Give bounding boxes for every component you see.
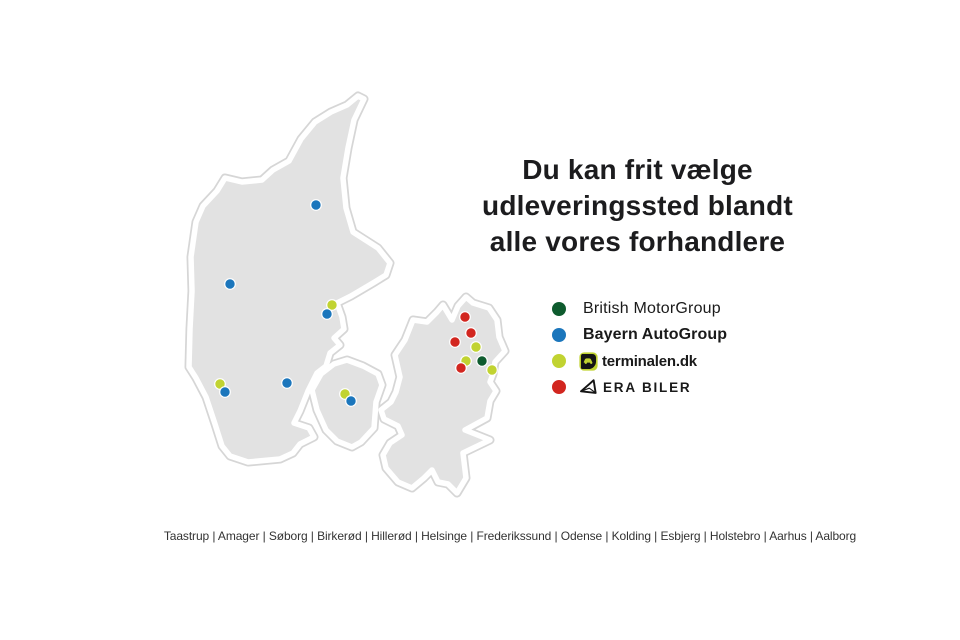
legend: British MotorGroup Bayern AutoGroup term… [552, 296, 727, 400]
british-motorgroup-dot-icon [552, 302, 566, 316]
dealer-marker-bayern [219, 386, 231, 398]
headline-line-1: Du kan frit vælge [522, 154, 753, 185]
bayern-autogroup-dot-icon [552, 328, 566, 342]
landmass-jutland [186, 93, 393, 465]
dealer-marker-bayern [345, 395, 357, 407]
dealer-marker-era [459, 311, 471, 323]
era-biler-logo-icon [580, 379, 597, 394]
dealer-marker-bayern [310, 199, 322, 211]
headline-line-2: udleveringssted blandt [482, 190, 793, 221]
headline-line-3: alle vores forhandlere [489, 226, 786, 257]
landmass-zealand [378, 294, 508, 496]
legend-item-era-biler: ERA BILER [552, 374, 727, 400]
era-biler-dot-icon [552, 380, 566, 394]
dealer-marker-era [465, 327, 477, 339]
dealer-marker-bayern [224, 278, 236, 290]
dealer-marker-terminalen [326, 299, 338, 311]
dealer-marker-terminalen [470, 341, 482, 353]
dealer-marker-bayern [281, 377, 293, 389]
legend-item-label: terminalen.dk [602, 352, 697, 370]
dealer-marker-era [455, 362, 467, 374]
dealer-marker-bayern [321, 308, 333, 320]
legend-item-label: British MotorGroup [583, 300, 721, 317]
legend-item-british-motorgroup: British MotorGroup [552, 296, 727, 322]
dealer-marker-british [476, 355, 488, 367]
dealer-marker-era [449, 336, 461, 348]
terminalen-dot-icon [552, 354, 566, 368]
headline: Du kan frit vælge udleveringssted blandt… [450, 152, 825, 260]
legend-item-terminalen: terminalen.dk [552, 348, 727, 374]
legend-item-bayern-autogroup: Bayern AutoGroup [552, 322, 727, 348]
dealer-marker-terminalen [486, 364, 498, 376]
denmark-map [184, 91, 510, 498]
legend-item-label: Bayern AutoGroup [583, 326, 728, 343]
terminalen-logo-icon [579, 351, 598, 371]
legend-item-label: ERA BILER [603, 379, 692, 395]
dealer-cities-list: Taastrup | Amager | Søborg | Birkerød | … [163, 529, 857, 543]
